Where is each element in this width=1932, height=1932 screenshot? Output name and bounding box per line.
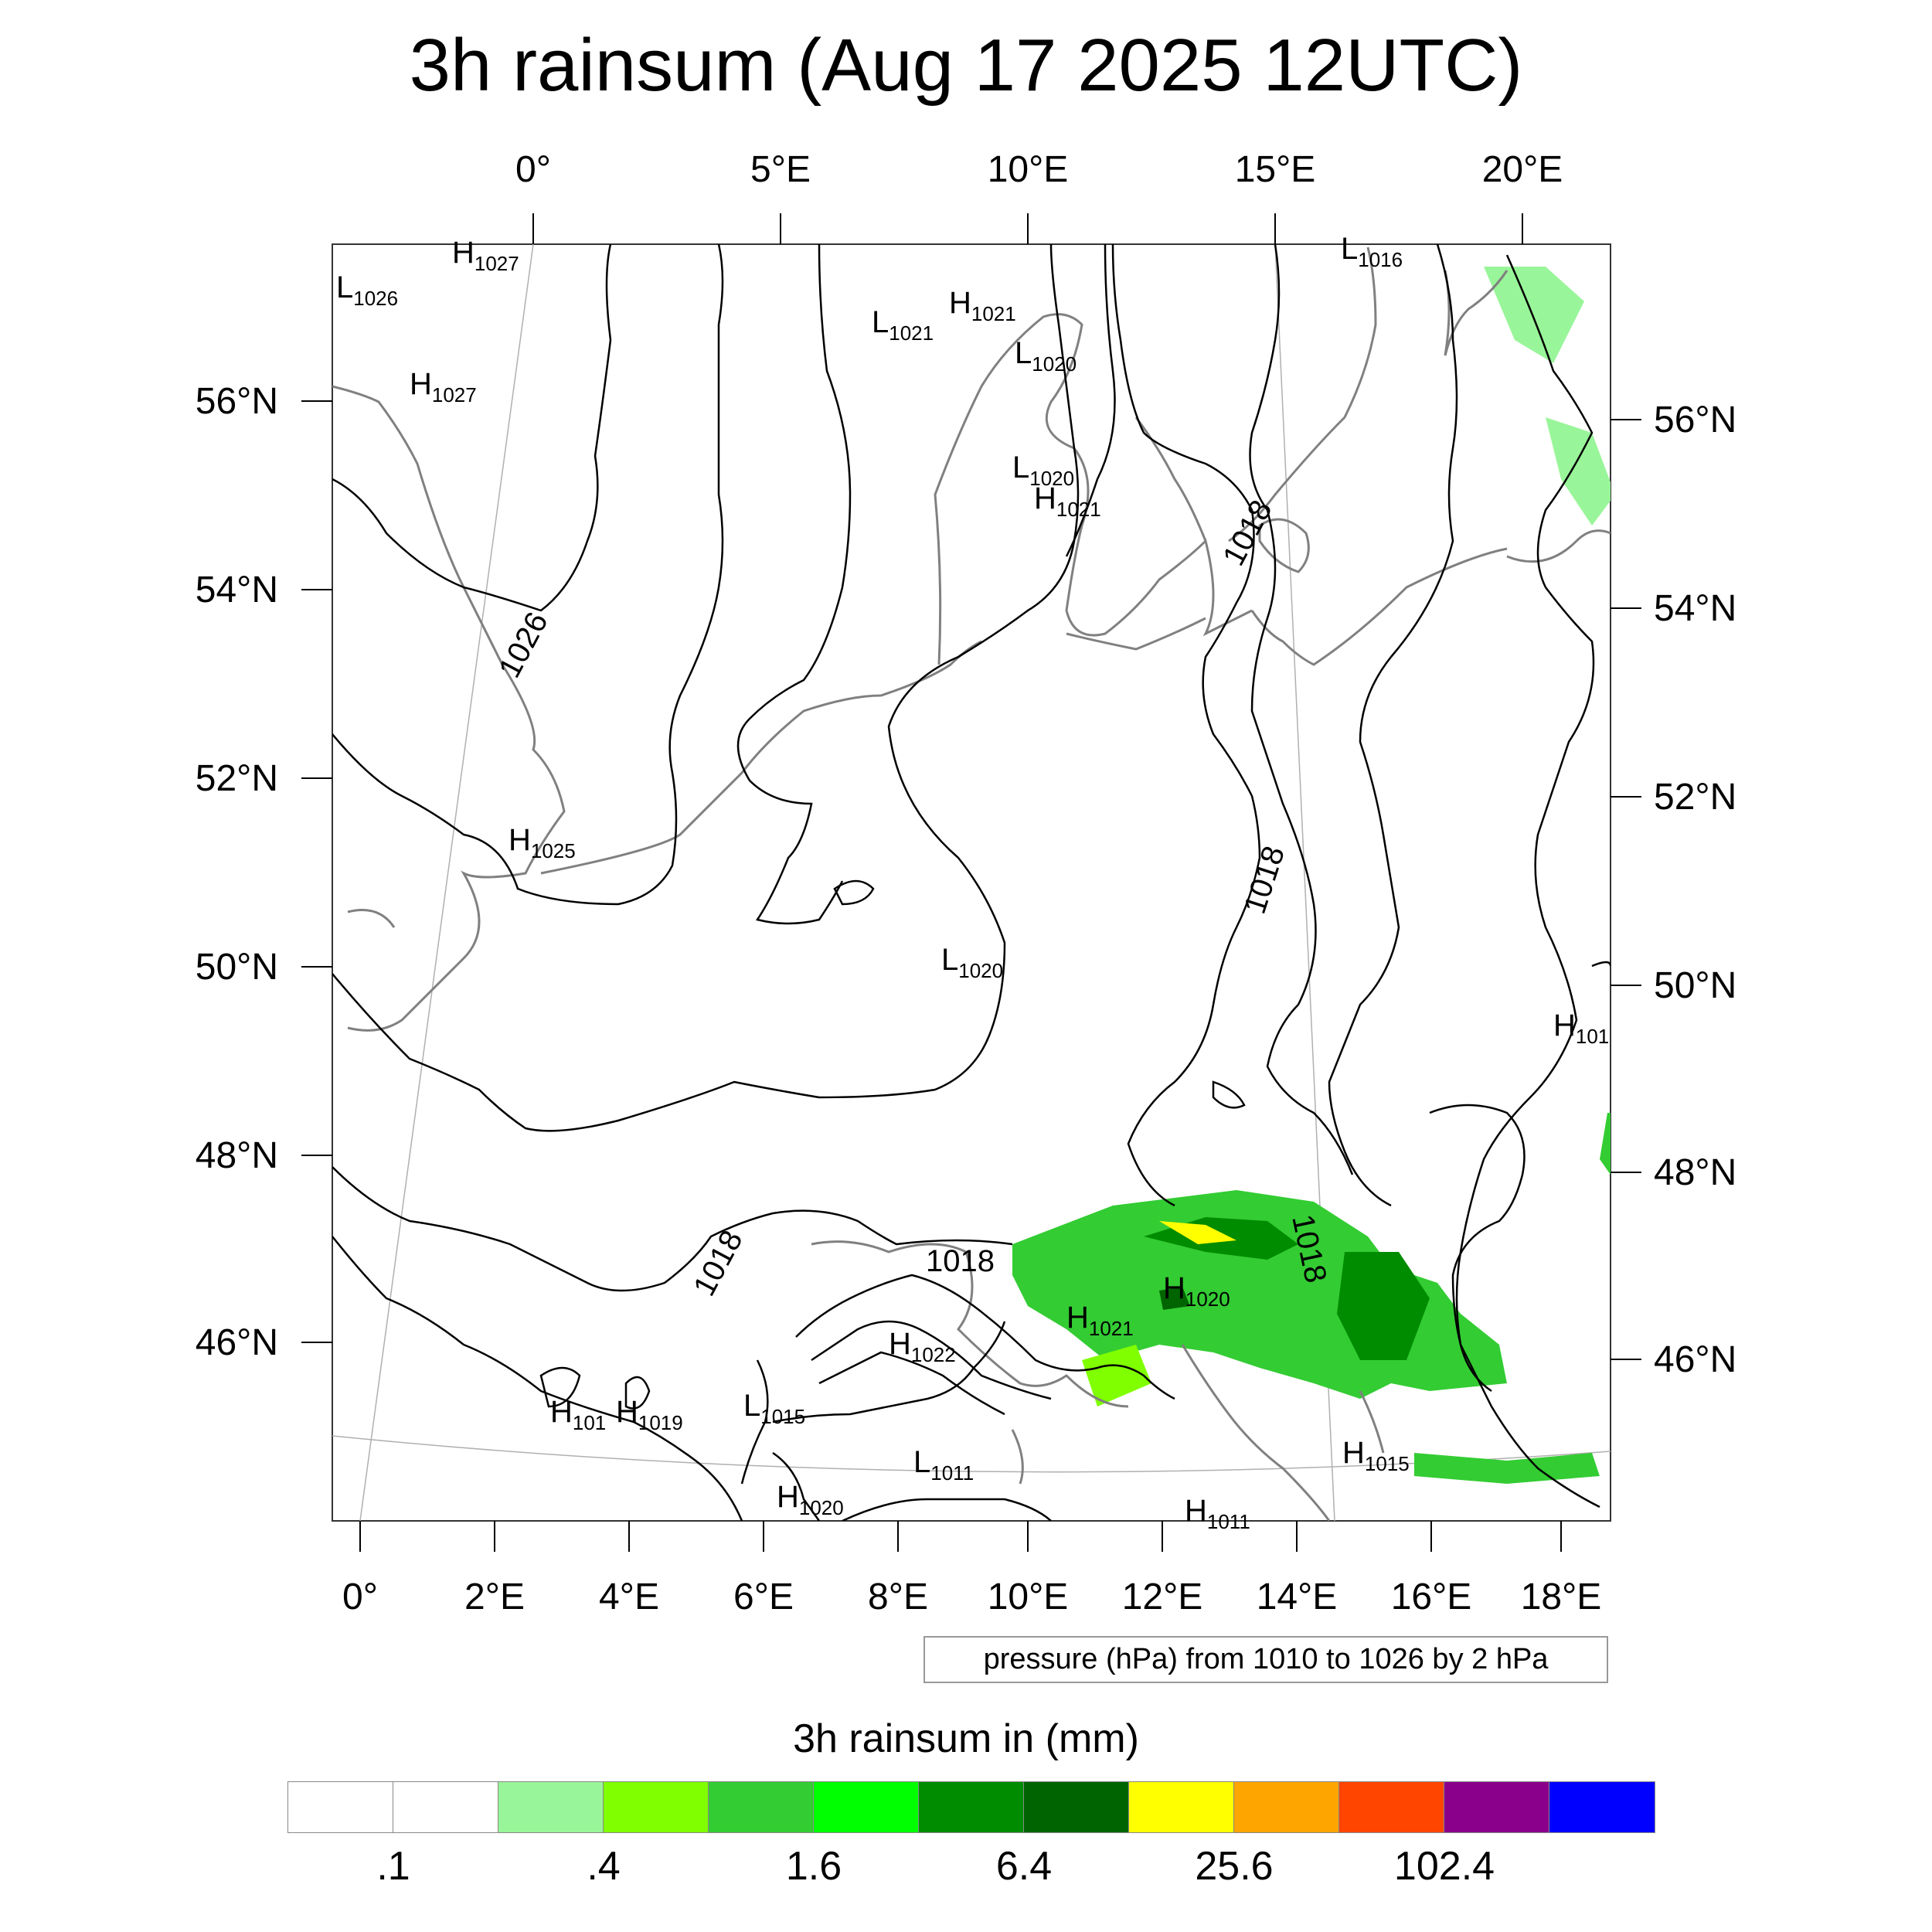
pressure-marker: H1019: [616, 1395, 683, 1434]
pressure-marker: H1015: [1342, 1436, 1410, 1475]
pressure-marker: H1011: [1185, 1494, 1250, 1533]
left-lat-labels: 56°N 54°N 52°N 50°N 48°N 46°N: [196, 381, 278, 1363]
colorbar-swatch: [288, 1782, 393, 1832]
left-lat-label: 52°N: [196, 758, 278, 799]
pressure-markers: H1027 L1026 H1027 L1016 L1021 H1021 L102…: [336, 232, 1609, 1533]
top-lon-label: 0°: [515, 149, 551, 190]
colorbar-swatch: [1339, 1782, 1444, 1832]
pressure-marker: H1027: [410, 367, 477, 406]
top-lon-label: 10°E: [988, 149, 1069, 190]
top-lon-label: 15°E: [1235, 149, 1316, 190]
isobar-label: 1018: [926, 1244, 995, 1278]
rain-area-south: [1082, 1345, 1151, 1406]
rain-areas: [1012, 267, 1611, 1484]
bottom-lon-label: 0°: [342, 1577, 378, 1617]
isobars: [332, 244, 1611, 1521]
colorbar-label: .4: [587, 1844, 621, 1889]
colorbar-swatch: [814, 1782, 919, 1832]
pressure-marker: H1021: [1034, 481, 1101, 521]
pressure-marker: H1021: [949, 286, 1016, 325]
pressure-marker: H1025: [509, 823, 576, 862]
colorbar-swatch: [393, 1782, 498, 1832]
left-lat-label: 48°N: [196, 1135, 278, 1176]
bottom-lon-label: 6°E: [733, 1577, 794, 1617]
pressure-marker: H1022: [889, 1327, 956, 1366]
right-lat-label: 50°N: [1654, 965, 1736, 1006]
right-lat-label: 52°N: [1654, 777, 1736, 818]
colorbar-label: 1.6: [785, 1844, 842, 1889]
colorbar-swatch: [1549, 1782, 1655, 1832]
colorbar-swatch: [1444, 1782, 1549, 1832]
colorbar: [287, 1781, 1655, 1833]
pressure-marker: H101: [1553, 1009, 1609, 1048]
colorbar-label: 6.4: [995, 1844, 1053, 1889]
pressure-marker: H1027: [452, 236, 519, 275]
pressure-marker: L1020: [941, 943, 1003, 982]
right-lat-label: 56°N: [1654, 400, 1736, 440]
colorbar-label: 102.4: [1393, 1844, 1495, 1889]
pressure-marker: H101: [550, 1395, 606, 1434]
colorbar-label: .1: [376, 1844, 410, 1889]
left-lat-label: 46°N: [196, 1322, 278, 1363]
coastlines: [332, 247, 1611, 1521]
bottom-lon-label: 18°E: [1521, 1577, 1602, 1617]
bottom-lon-labels: 0° 2°E 4°E 6°E 8°E 10°E 12°E 14°E 16°E 1…: [342, 1577, 1601, 1617]
pressure-marker: L1021: [872, 305, 934, 345]
rain-area-east-edge: [1600, 1113, 1611, 1175]
colorbar-swatch: [498, 1782, 604, 1832]
pressure-marker: L1011: [913, 1445, 974, 1485]
colorbar-swatch: [1234, 1782, 1339, 1832]
colorbar-swatch: [919, 1782, 1024, 1832]
colorbar-swatch: [1024, 1782, 1129, 1832]
bottom-lon-label: 12°E: [1122, 1577, 1203, 1617]
rain-area-adriatic: [1414, 1453, 1600, 1484]
top-lon-label: 20°E: [1482, 149, 1563, 190]
bottom-lon-label: 4°E: [599, 1577, 659, 1617]
colorbar-swatch: [709, 1782, 814, 1832]
pressure-marker: L1026: [336, 270, 398, 310]
rain-area-dark: [1159, 1287, 1190, 1310]
colorbar-swatch: [1129, 1782, 1234, 1832]
legend-title: 3h rainsum in (mm): [793, 1716, 1139, 1761]
rain-area-peak: [1159, 1221, 1236, 1244]
pressure-marker: L1020: [1012, 451, 1074, 490]
bottom-lon-label: 2°E: [464, 1577, 525, 1617]
right-lat-labels: 56°N 54°N 52°N 50°N 48°N 46°N: [1654, 400, 1736, 1380]
rain-area-core-east: [1337, 1252, 1430, 1360]
rain-area-baltic: [1546, 417, 1611, 526]
pressure-marker: H1021: [1066, 1301, 1134, 1340]
left-lat-label: 50°N: [196, 947, 278, 988]
pressure-marker: H1020: [777, 1480, 844, 1519]
pressure-marker: L1016: [1341, 232, 1403, 271]
right-lat-label: 54°N: [1654, 588, 1736, 629]
rain-area-north: [1484, 267, 1584, 363]
bottom-lon-label: 14°E: [1257, 1577, 1338, 1617]
left-lat-label: 54°N: [196, 570, 278, 611]
pressure-info-box: pressure (hPa) from 1010 to 1026 by 2 hP…: [923, 1636, 1608, 1683]
top-lon-labels: 0° 5°E 10°E 15°E 20°E: [515, 149, 1563, 190]
pressure-marker: H1020: [1163, 1271, 1230, 1311]
colorbar-swatch: [604, 1782, 709, 1832]
bottom-lon-label: 16°E: [1391, 1577, 1472, 1617]
map-title: 3h rainsum (Aug 17 2025 12UTC): [409, 24, 1523, 107]
right-lat-label: 46°N: [1654, 1339, 1736, 1380]
pressure-marker: L1020: [1015, 336, 1077, 376]
top-lon-label: 5°E: [750, 149, 811, 190]
pressure-marker: L1015: [743, 1389, 805, 1428]
bottom-lon-label: 8°E: [868, 1577, 928, 1617]
left-lat-label: 56°N: [196, 381, 278, 422]
colorbar-label: 25.6: [1195, 1844, 1274, 1889]
right-lat-label: 48°N: [1654, 1152, 1736, 1193]
bottom-lon-label: 10°E: [988, 1577, 1069, 1617]
tick-marks: [301, 213, 1641, 1552]
